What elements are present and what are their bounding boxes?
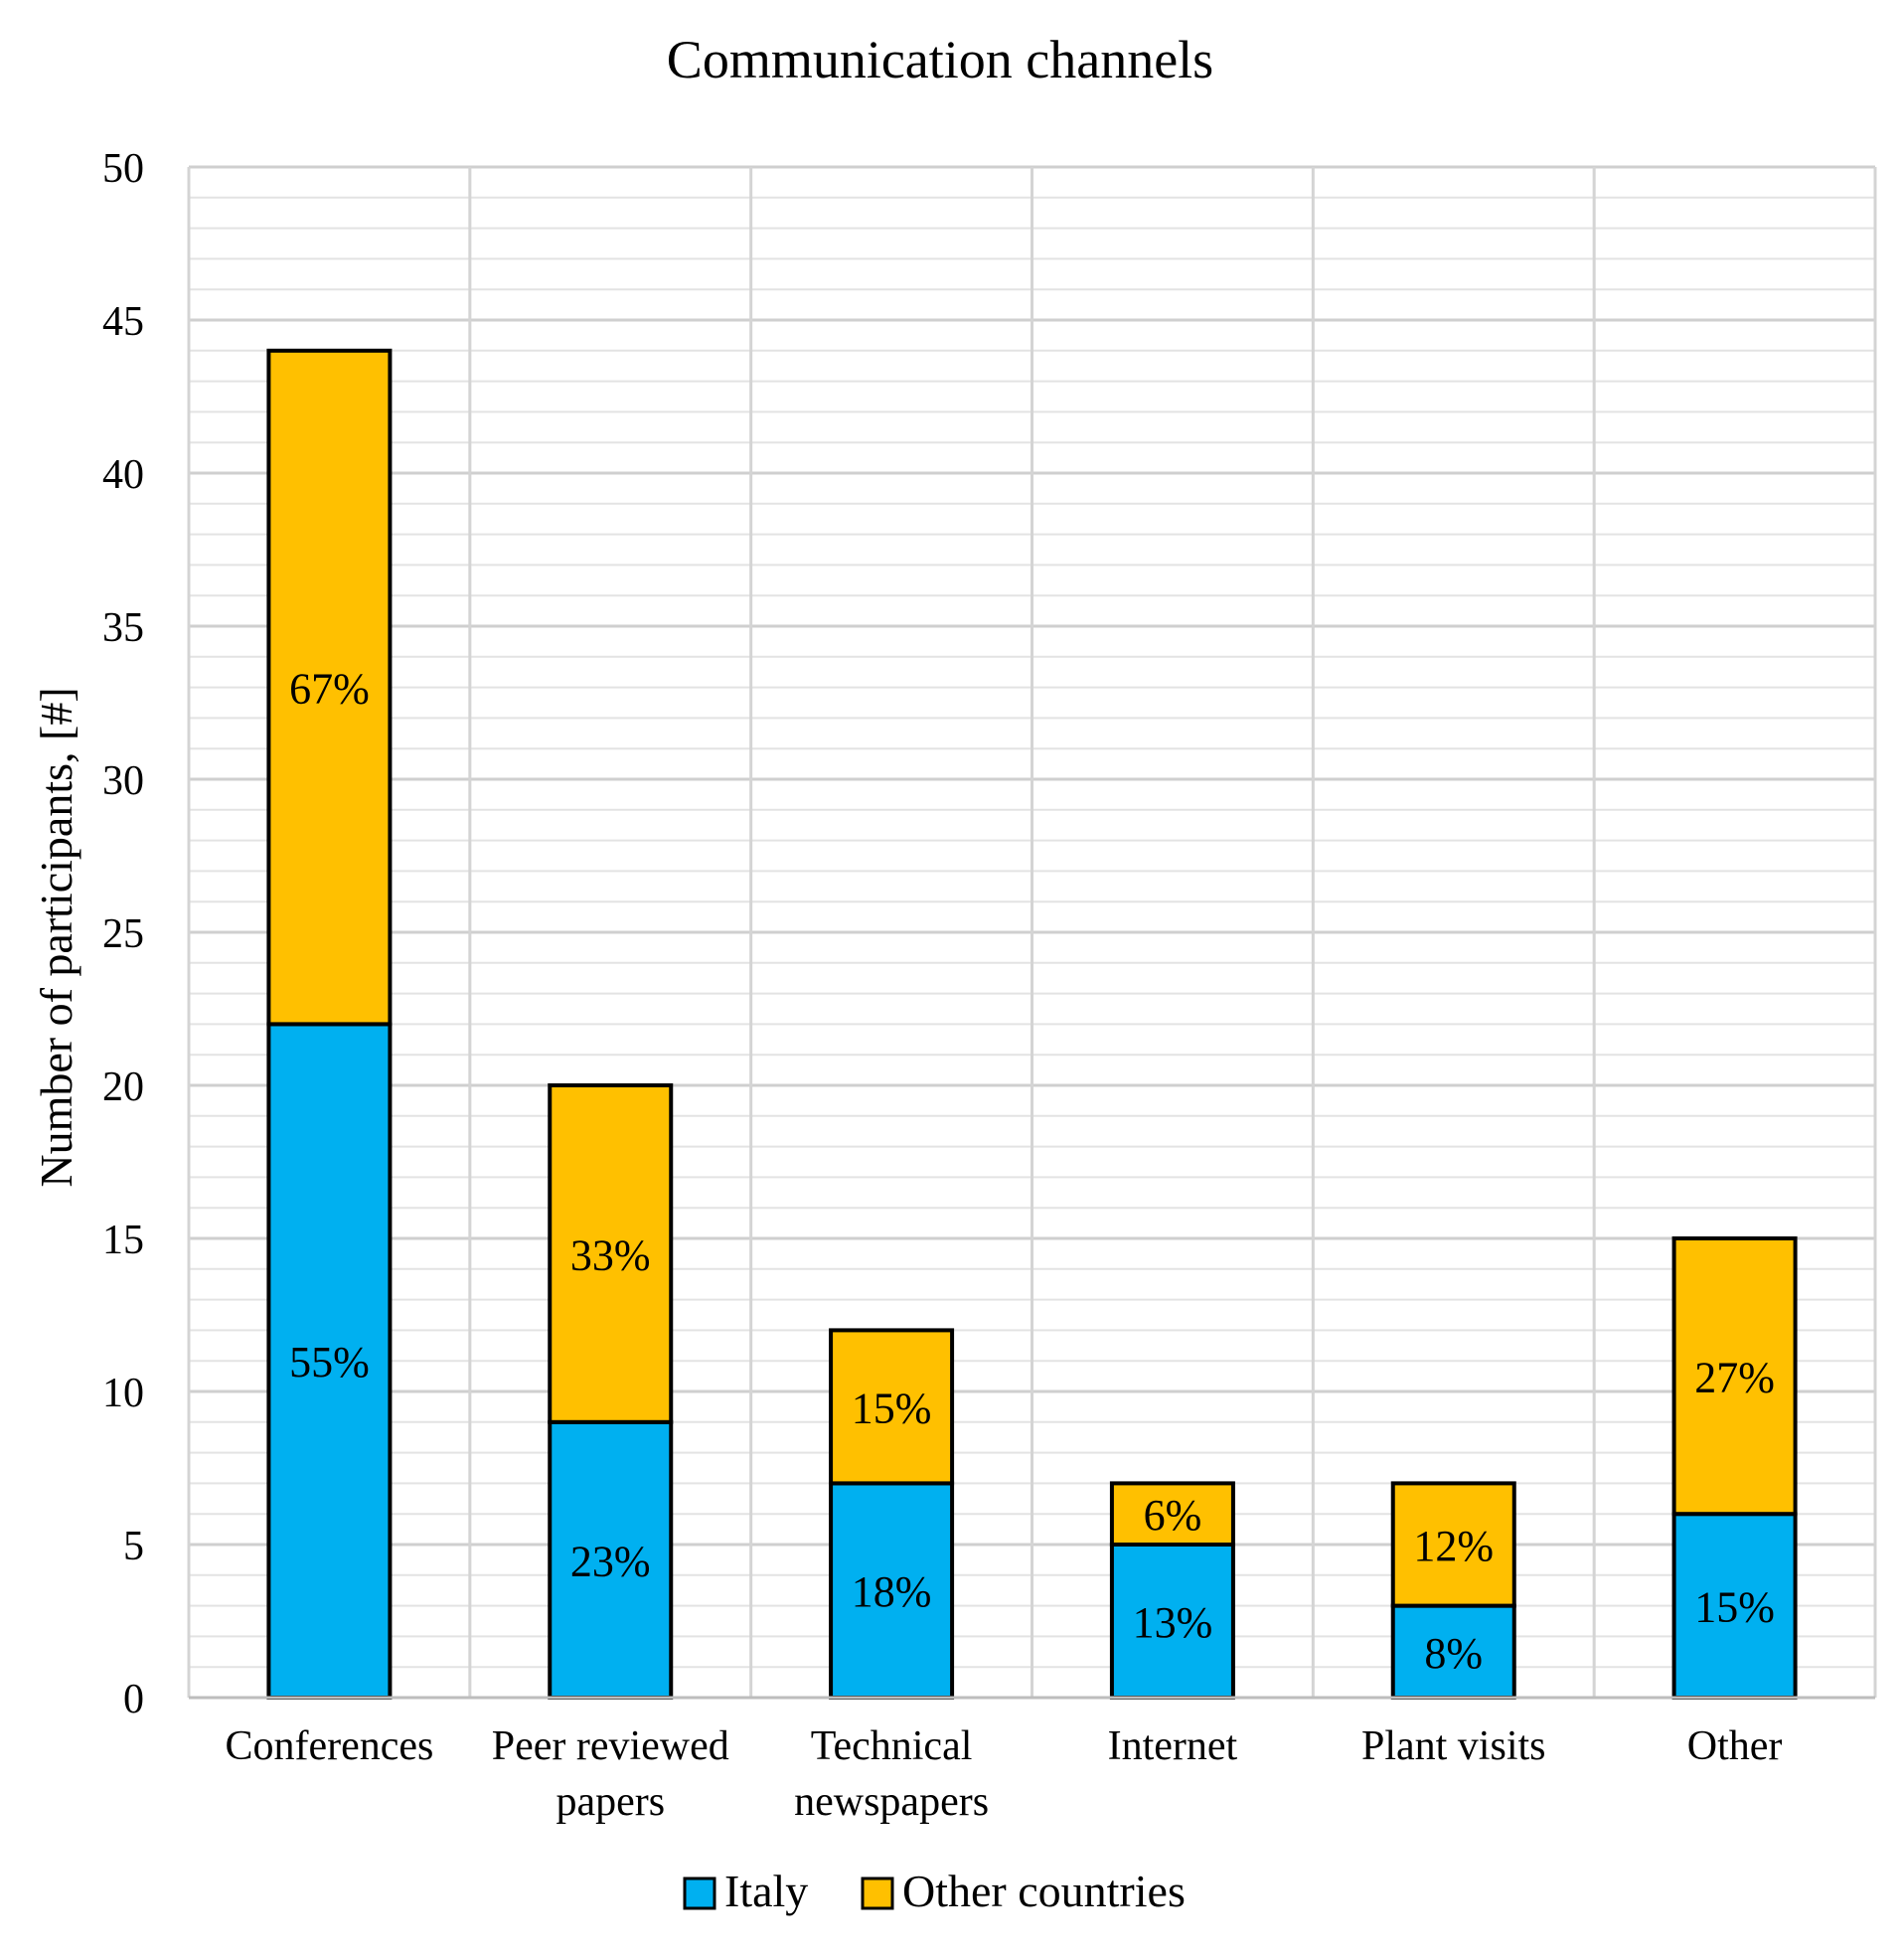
bar-other-countries (829, 1328, 955, 1486)
legend-swatch (683, 1876, 716, 1910)
bar-data-label: 13% (1133, 1598, 1213, 1647)
x-tick-label: Technical (811, 1723, 973, 1769)
axes: 0 5 10 15 20 25 30 35 40 45 50 Conferences Peer revi… (102, 146, 1875, 1825)
y-tick-label: 25 (102, 911, 144, 957)
bar-other-countries (1109, 1481, 1235, 1548)
grid (187, 165, 1877, 1700)
bar-italy (1109, 1543, 1235, 1700)
bar-data-label: 23% (570, 1537, 651, 1585)
bars (266, 348, 1798, 1701)
bar-other-countries (548, 1083, 674, 1424)
x-tick-label: Other (1687, 1723, 1783, 1769)
y-tick-label: 50 (102, 146, 144, 192)
x-tick-label: newspapers (794, 1779, 989, 1825)
bar-other-countries (1390, 1481, 1516, 1608)
bar-data-label: 15% (852, 1384, 932, 1432)
bar-italy (548, 1419, 674, 1701)
y-tick-label: 0 (123, 1677, 144, 1722)
bar-data-label: 6% (1144, 1491, 1202, 1540)
y-tick-label: 40 (102, 452, 144, 498)
chart-title: Communication channels (667, 30, 1213, 89)
y-tick-label: 15 (102, 1218, 144, 1263)
legend-label: Italy (724, 1866, 808, 1916)
legend: Italy Other countries (683, 1866, 1186, 1916)
x-tick-label: papers (555, 1779, 665, 1825)
bar-data-label: 18% (852, 1567, 932, 1616)
bar-data-label: 8% (1424, 1629, 1483, 1678)
y-tick-label: 30 (102, 758, 144, 804)
x-tick-label: Peer reviewed (492, 1723, 729, 1769)
legend-swatch (861, 1876, 894, 1910)
legend-label: Other countries (902, 1866, 1186, 1916)
data-labels: 55% 67% 23% 33% 18% 15% 13% 6% 8% 12% 15% 27% (289, 665, 1775, 1678)
bar-other-countries (1671, 1236, 1798, 1517)
bar-data-label: 12% (1413, 1522, 1494, 1570)
y-tick-label: 20 (102, 1064, 144, 1110)
y-tick-label: 5 (123, 1524, 144, 1569)
bar-italy (1390, 1603, 1516, 1700)
bar-other-countries (266, 348, 393, 1027)
bar-data-label: 27% (1694, 1354, 1775, 1402)
bar-data-label: 33% (570, 1230, 651, 1279)
y-tick-label: 35 (102, 605, 144, 651)
bar-data-label: 15% (1694, 1583, 1775, 1632)
x-tick-label: Conferences (225, 1723, 433, 1769)
bar-data-label: 55% (289, 1338, 370, 1387)
bar-italy (829, 1481, 955, 1701)
bar-data-label: 67% (289, 665, 370, 714)
y-tick-label: 10 (102, 1371, 144, 1416)
x-tick-label: Internet (1108, 1723, 1238, 1769)
y-axis-label: Number of participants, [#] (31, 687, 81, 1187)
y-tick-label: 45 (102, 299, 144, 345)
x-tick-label: Plant visits (1361, 1723, 1546, 1769)
